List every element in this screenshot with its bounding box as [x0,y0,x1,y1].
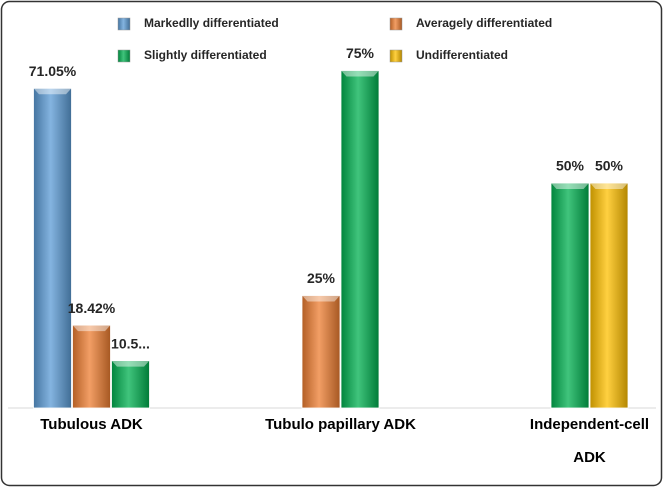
bar [72,324,111,409]
bar-bevel [72,325,111,332]
bar [589,182,629,409]
legend-swatch [389,17,403,31]
legend-swatch [117,17,131,31]
legend-label: Slightly differentiated [144,48,267,62]
value-label: 50% [595,158,624,174]
value-label: 75% [346,45,375,61]
x-tick-label: Tubulo papillary ADK [265,416,416,433]
bar [33,87,72,409]
bar-bevel [302,295,340,302]
legend-label: Undifferentiated [416,48,508,62]
x-tick-label: Independent-cell ADK [529,416,650,466]
bar [340,70,380,409]
legend-label: Averagely differentiated [416,16,552,30]
value-label: 25% [307,270,336,286]
value-label: 71.05% [29,63,77,79]
legend-swatch [117,49,131,63]
value-label: 18.42% [68,300,116,316]
bar-bevel [551,183,589,189]
bar-bevel [590,183,628,189]
value-label: 10.5... [111,335,150,351]
bar [550,182,590,409]
x-tick-label: Tubulous ADK [40,416,143,433]
bar-bevel [341,70,379,77]
bar [301,295,341,409]
bar-bevel [33,88,72,95]
value-label: 50% [556,158,585,174]
bar [111,360,150,409]
legend-swatch [389,49,403,63]
legend-label: Markedlly differentiated [144,16,279,30]
bar-bevel [111,360,150,367]
